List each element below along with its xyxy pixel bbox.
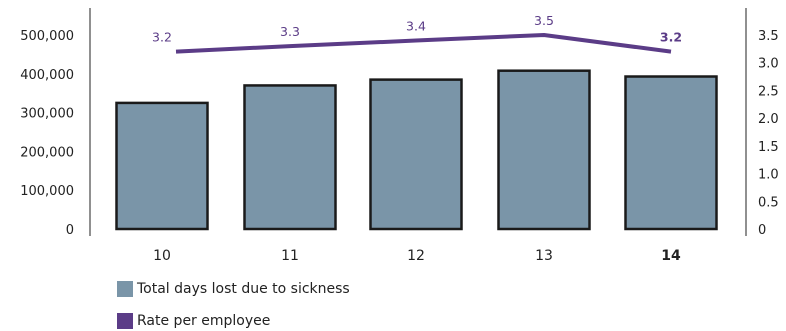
- bar: [624, 75, 718, 231]
- y-left-tick-label: 0: [66, 223, 74, 238]
- line-data-label: 3.4: [406, 19, 426, 34]
- y-right-tick-label: 3.5: [758, 29, 779, 44]
- legend-label-line: Rate per employee: [137, 313, 271, 329]
- x-tick-label: 10: [153, 248, 171, 264]
- line-data-label: 3.2: [152, 30, 172, 45]
- y-left-tick-label: 200,000: [20, 145, 74, 160]
- y-right-tick-label: 1.0: [758, 168, 779, 183]
- bar: [243, 84, 337, 231]
- y-right-tick-label: 3.0: [758, 57, 779, 72]
- legend-item-bars: Total days lost due to sickness: [117, 281, 350, 297]
- line-data-label: 3.2: [660, 30, 682, 45]
- y-right-tick-label: 2.0: [758, 112, 779, 127]
- y-right-tick-label: 2.5: [758, 84, 779, 99]
- y-right-tick-label: 0: [758, 223, 766, 238]
- bar: [115, 101, 209, 231]
- line-series: [175, 33, 672, 54]
- y-right-tick-label: 1.5: [758, 140, 779, 155]
- legend-item-line: Rate per employee: [117, 313, 270, 329]
- legend-swatch-bars: [117, 281, 133, 297]
- bar: [497, 69, 591, 231]
- x-tick-label: 11: [281, 248, 299, 264]
- y-left-tick-label: 400,000: [20, 68, 74, 83]
- y-right-tick-label: 0.5: [758, 195, 779, 210]
- legend-label-bars: Total days lost due to sickness: [137, 281, 350, 297]
- right-axis-ticks: 0 0.5 1.0 1.5 2.0 2.5 3.0 3.5: [758, 29, 779, 238]
- legend-swatch-line: [117, 313, 133, 329]
- y-left-tick-label: 500,000: [20, 29, 74, 44]
- x-axis-ticks: 10 11 12 13 14: [153, 248, 681, 264]
- line-data-label: 3.5: [534, 13, 554, 28]
- y-left-tick-label: 100,000: [20, 184, 74, 199]
- x-tick-label: 13: [535, 248, 553, 264]
- line-data-label: 3.3: [280, 24, 300, 39]
- x-tick-label: 12: [407, 248, 425, 264]
- x-tick-label: 14: [661, 248, 681, 264]
- line-path: [175, 33, 672, 54]
- y-left-tick-label: 300,000: [20, 107, 74, 122]
- bar-series: [115, 69, 718, 231]
- line-data-labels: 3.2 3.3 3.4 3.5 3.2: [152, 13, 682, 45]
- bar: [369, 78, 463, 231]
- left-axis-ticks: 0 100,000 200,000 300,000 400,000 500,000: [20, 29, 74, 238]
